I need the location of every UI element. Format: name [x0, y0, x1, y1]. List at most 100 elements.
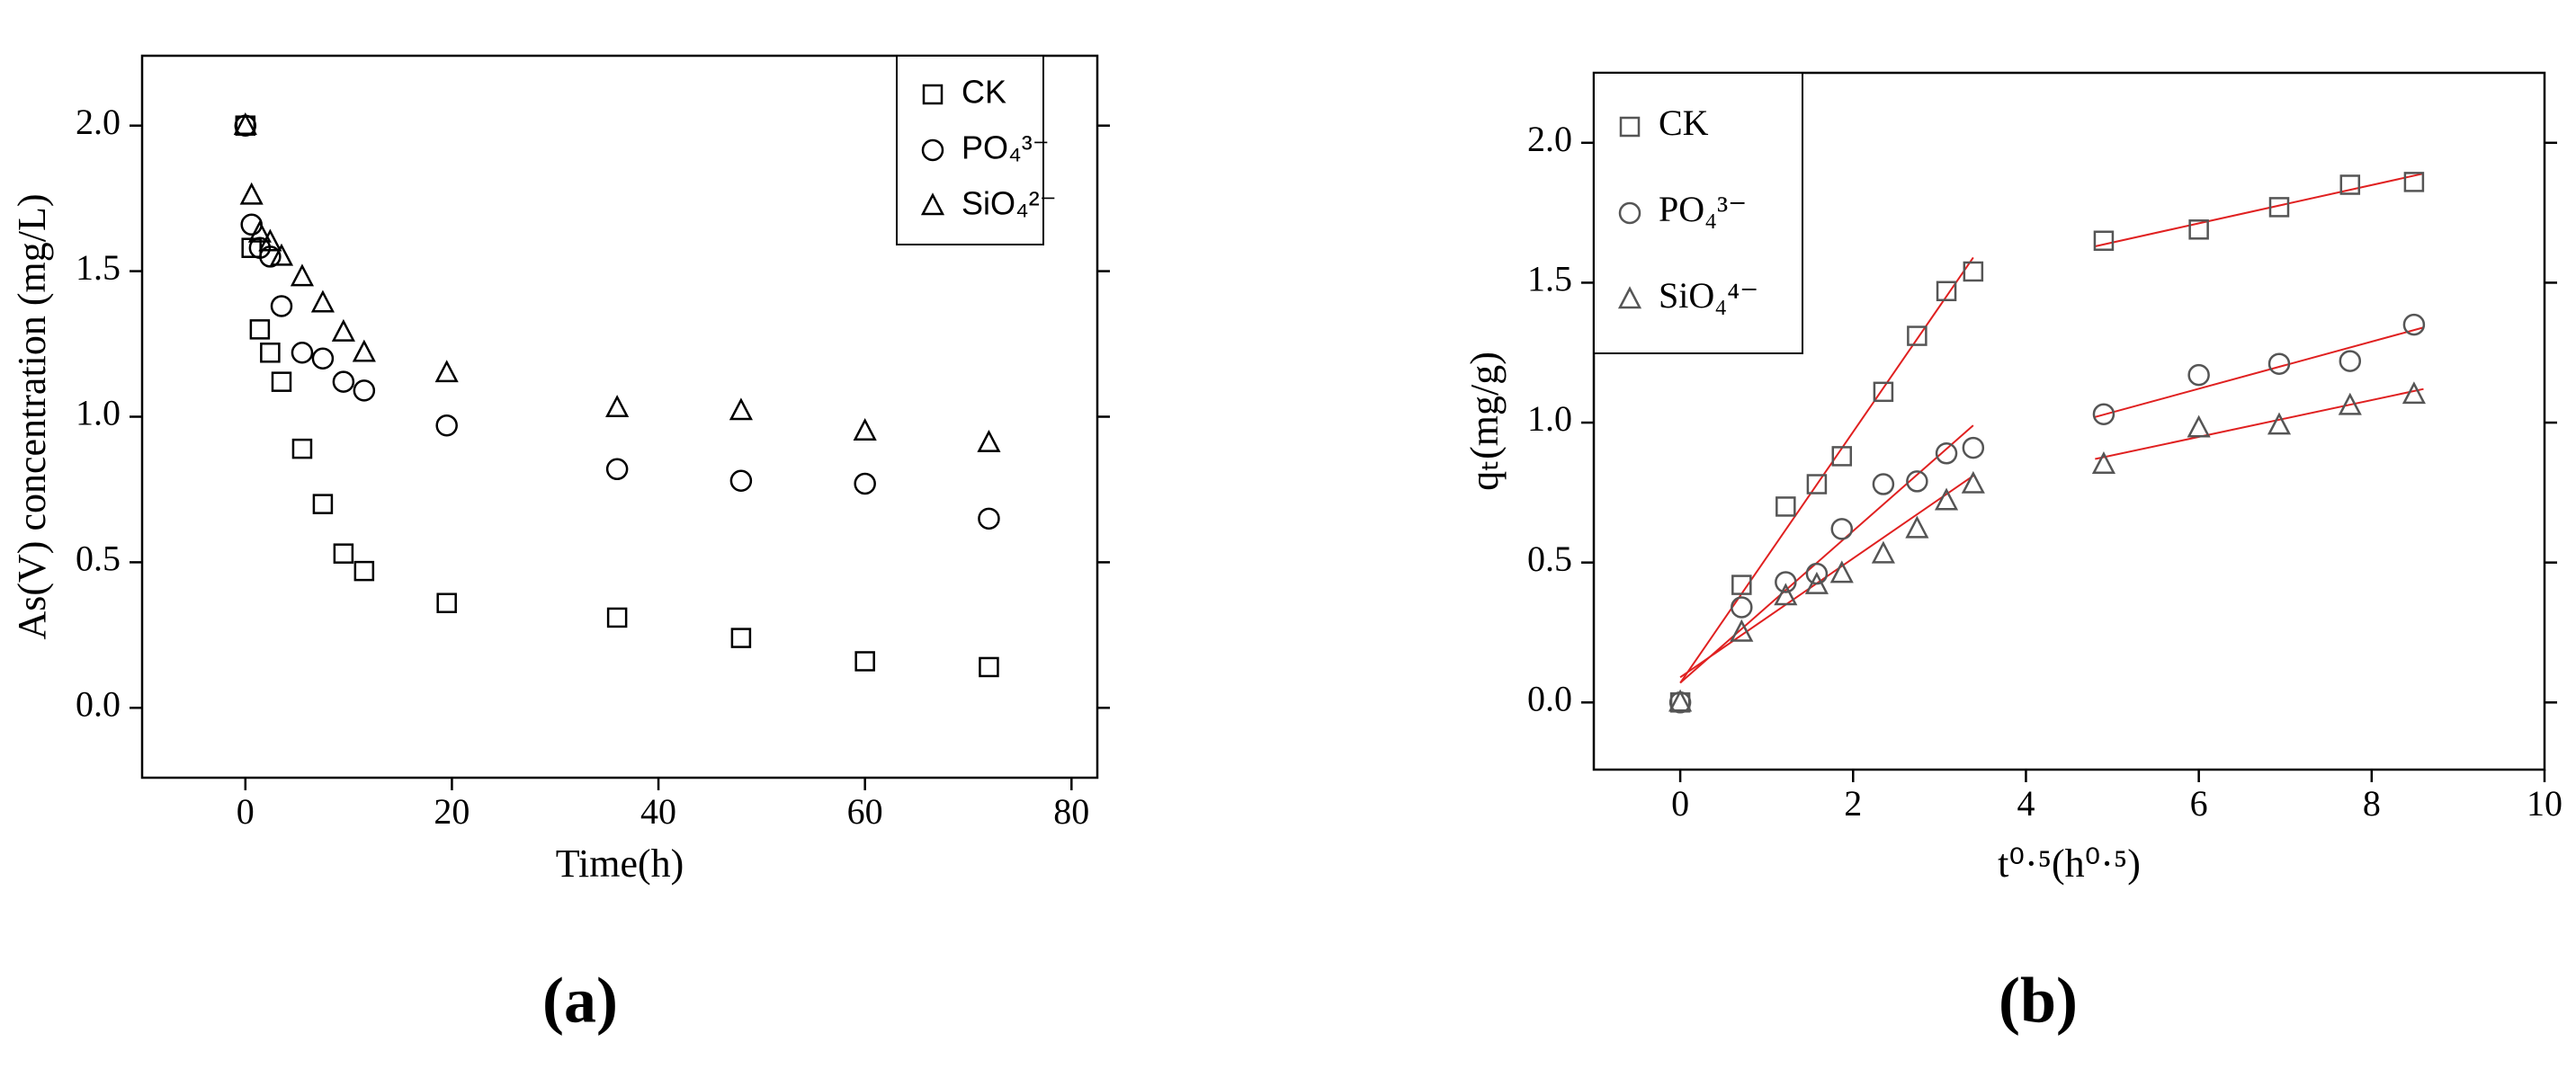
- marker-triangle: [258, 228, 282, 252]
- marker-circle: [1935, 442, 1958, 465]
- marker-circle: [353, 379, 376, 402]
- marker-triangle: [1804, 571, 1829, 594]
- marker-circle: [1872, 473, 1895, 495]
- marker-triangle: [920, 192, 945, 216]
- y-tick-label: 1.0: [76, 393, 121, 433]
- x-axis-title: t⁰·⁵(h⁰·⁵): [1998, 842, 2141, 886]
- marker-circle: [729, 469, 753, 492]
- marker-triangle: [233, 112, 257, 135]
- marker-circle: [332, 370, 355, 393]
- marker-circle: [1962, 436, 1985, 459]
- marker-square: [606, 607, 628, 628]
- marker-square: [979, 656, 999, 678]
- legend-label: SiO₄²⁻: [962, 185, 1057, 222]
- marker-triangle: [853, 417, 877, 441]
- marker-square: [1806, 474, 1828, 494]
- y-tick-label: 1.0: [1527, 398, 1572, 439]
- marker-triangle: [269, 243, 294, 266]
- marker-square: [2403, 172, 2425, 192]
- fit-line: [2095, 326, 2424, 418]
- legend-label: SiO₄⁴⁻: [1659, 275, 1758, 316]
- marker-circle: [978, 507, 1000, 530]
- y-tick-label: 0.5: [1527, 539, 1572, 579]
- marker-circle: [2402, 313, 2426, 336]
- marker-circle: [1731, 596, 1753, 619]
- x-tick-label: 0: [1671, 783, 1689, 824]
- y-tick-label: 2.0: [1527, 119, 1572, 159]
- panel: 0.0 0.5 1.0 1.5 2.0 0 2 4 6 8 10 t⁰·⁵(h⁰·⁵) qₜ(mg/g)…: [1462, 71, 2563, 1037]
- x-tick-label: 20: [434, 791, 470, 832]
- marker-triangle: [247, 219, 272, 243]
- marker-square: [353, 560, 375, 582]
- legend-box: [896, 55, 1044, 245]
- y-axis-title: qₜ(mg/g): [1462, 352, 1507, 491]
- marker-square: [1963, 261, 1984, 282]
- marker-triangle: [434, 360, 459, 383]
- marker-square: [2268, 197, 2290, 218]
- marker-triangle: [1871, 540, 1895, 564]
- marker-triangle: [331, 318, 355, 342]
- legend-label: CK: [962, 74, 1006, 111]
- marker-square: [1831, 446, 1853, 467]
- y-tick-label: 1.5: [1527, 259, 1572, 299]
- marker-square: [436, 592, 457, 613]
- y-tick-label: 0.5: [76, 539, 121, 579]
- x-tick-label: 4: [2017, 783, 2035, 824]
- marker-circle: [2339, 350, 2362, 372]
- marker-square: [1619, 116, 1641, 138]
- legend-label: CK: [1659, 102, 1709, 143]
- x-tick-label: 80: [1053, 791, 1089, 832]
- marker-square: [2093, 230, 2115, 251]
- marker-triangle: [1961, 470, 1985, 494]
- marker-square: [291, 438, 313, 459]
- marker-triangle: [1730, 619, 1754, 642]
- x-tick-label: 60: [847, 791, 883, 832]
- marker-circle: [311, 347, 335, 370]
- x-axis-title: Time(h): [556, 842, 684, 886]
- marker-triangle: [2187, 414, 2211, 438]
- x-tick-label: 40: [640, 791, 676, 832]
- plot-frame: [1592, 71, 2546, 771]
- y-tick-label: 2.0: [76, 102, 121, 142]
- marker-triangle: [729, 397, 753, 421]
- y-tick-label: 0.0: [76, 683, 121, 724]
- legend-label: PO₄³⁻: [962, 129, 1050, 166]
- marker-square: [2339, 174, 2361, 195]
- marker-square: [312, 494, 334, 514]
- marker-square: [730, 628, 752, 648]
- marker-triangle: [2402, 381, 2426, 405]
- marker-triangle: [310, 290, 335, 313]
- marker-circle: [1618, 201, 1641, 225]
- marker-circle: [435, 414, 458, 437]
- x-tick-label: 10: [2527, 783, 2563, 824]
- panel-label: (b): [1999, 965, 2078, 1037]
- marker-circle: [854, 472, 876, 495]
- marker-circle: [270, 295, 293, 317]
- marker-triangle: [239, 182, 264, 205]
- marker-triangle: [290, 263, 315, 287]
- marker-triangle: [352, 339, 376, 362]
- marker-circle: [2267, 352, 2291, 375]
- panel: 0.0 0.5 1.0 1.5 2.0 0 20 40 60 80 Time(h) As(V) con…: [10, 54, 1110, 1037]
- marker-triangle: [977, 429, 1001, 452]
- legend-label: PO₄³⁻: [1659, 189, 1747, 229]
- x-tick-label: 8: [2363, 783, 2381, 824]
- marker-square: [271, 371, 292, 392]
- marker-triangle: [2091, 451, 2116, 474]
- y-tick-label: 0.0: [1527, 678, 1572, 718]
- panel-label: (a): [542, 965, 618, 1037]
- x-tick-label: 2: [1844, 783, 1862, 824]
- marker-square: [922, 84, 944, 105]
- fit-line: [2095, 173, 2424, 247]
- marker-triangle: [1829, 560, 1854, 583]
- marker-circle: [2187, 363, 2210, 387]
- x-tick-label: 0: [237, 791, 255, 832]
- marker-triangle: [2338, 392, 2362, 415]
- marker-circle: [1775, 571, 1797, 593]
- marker-square: [1731, 575, 1752, 595]
- marker-square: [1907, 325, 1928, 346]
- fit-line: [1679, 256, 1974, 684]
